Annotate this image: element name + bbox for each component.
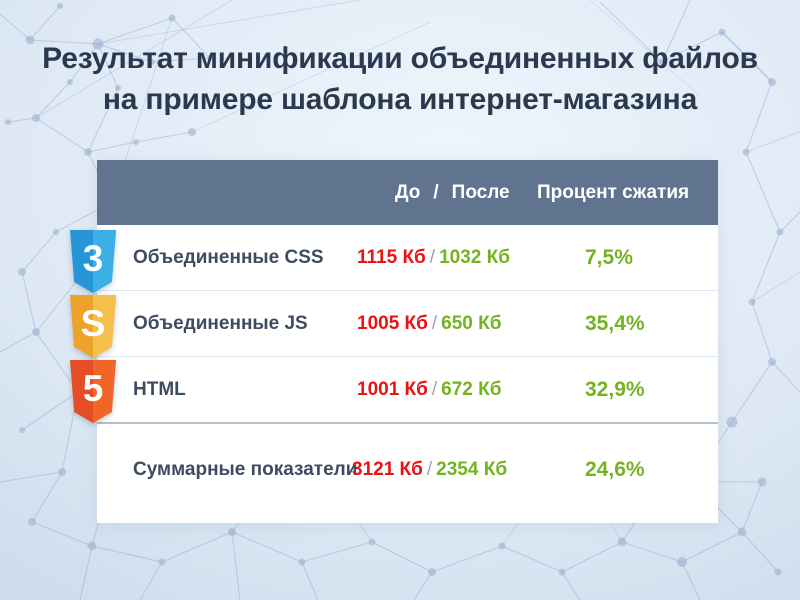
- html5-shield-icon: 5: [70, 360, 116, 423]
- summary-label: Суммарные показатели: [133, 459, 358, 481]
- row-label: Объединенные JS: [133, 312, 308, 334]
- after-value: 1032 Кб: [439, 246, 510, 268]
- value-separator: /: [429, 246, 436, 268]
- header-percent-label: Процент сжатия: [537, 181, 690, 203]
- after-value: 672 Кб: [441, 378, 502, 400]
- percent-value: 24,6%: [585, 458, 645, 482]
- summary-row: Суммарные показатели 3121 Кб/2354 Кб 24,…: [97, 422, 718, 525]
- js-letter: S: [80, 303, 106, 344]
- after-value: 650 Кб: [441, 312, 502, 334]
- page-title: Результат минификации объединенных файло…: [0, 38, 800, 120]
- before-value: 1001 Кб: [357, 378, 428, 400]
- row-label: HTML: [133, 378, 186, 400]
- after-value: 2354 Кб: [436, 459, 508, 481]
- html5-letter: 5: [82, 368, 104, 409]
- summary-values: 3121 Кб/2354 Кб: [352, 459, 507, 481]
- header-before-label: До: [395, 181, 421, 203]
- js-shield-icon: S: [70, 295, 116, 358]
- header-after-label: После: [451, 181, 510, 203]
- header-separator: /: [433, 181, 439, 203]
- table-row-css: Объединенные CSS 1115 Кб/1032 Кб 7,5%: [97, 225, 718, 291]
- table-header: До / После Процент сжатия: [97, 160, 718, 225]
- table-row-html: HTML 1001 Кб/672 Кб 32,9%: [97, 357, 718, 422]
- row-values: 1115 Кб/1032 Кб: [357, 247, 510, 269]
- header-before-after: До / После: [395, 182, 510, 204]
- results-table: До / После Процент сжатия Объединенные C…: [97, 160, 718, 523]
- before-value: 3121 Кб: [352, 459, 423, 481]
- table-row-js: Объединенные JS 1005 Кб/650 Кб 35,4%: [97, 291, 718, 357]
- percent-value: 32,9%: [585, 377, 645, 401]
- row-values: 1005 Кб/650 Кб: [357, 313, 501, 335]
- before-value: 1115 Кб: [357, 246, 426, 268]
- value-separator: /: [426, 459, 433, 481]
- value-separator: /: [431, 378, 438, 400]
- css3-letter: 3: [82, 238, 104, 279]
- percent-value: 7,5%: [585, 245, 633, 269]
- page-title-line2: на примере шаблона интернет-магазина: [102, 83, 698, 116]
- row-values: 1001 Кб/672 Кб: [357, 379, 501, 401]
- before-value: 1005 Кб: [357, 312, 428, 334]
- percent-value: 35,4%: [585, 311, 645, 335]
- row-label: Объединенные CSS: [133, 246, 324, 268]
- css3-shield-icon: 3: [70, 230, 116, 293]
- page-title-line1: Результат минификации объединенных файло…: [42, 42, 758, 75]
- value-separator: /: [431, 312, 438, 334]
